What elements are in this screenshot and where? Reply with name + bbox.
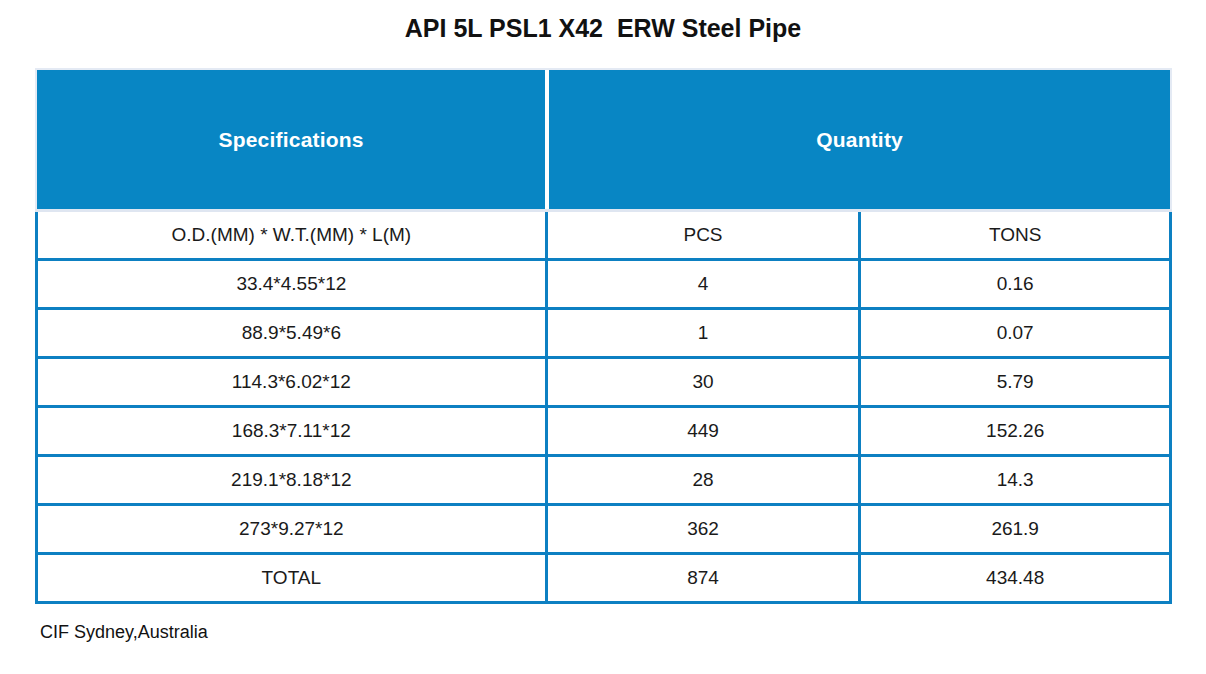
cell-tons: 261.9 <box>861 506 1169 552</box>
cell-pcs: 4 <box>548 261 859 307</box>
cell-pcs: 1 <box>548 310 859 356</box>
cell-pcs: 28 <box>548 457 859 503</box>
total-label: TOTAL <box>38 555 545 601</box>
cell-spec: 168.3*7.11*12 <box>38 408 545 454</box>
cell-pcs: 449 <box>548 408 859 454</box>
column-header-spec: O.D.(MM) * W.T.(MM) * L(M) <box>38 212 545 258</box>
cell-spec: 33.4*4.55*12 <box>38 261 545 307</box>
cell-spec: 273*9.27*12 <box>38 506 545 552</box>
footer-note: CIF Sydney,Australia <box>40 622 208 643</box>
column-header-tons: TONS <box>861 212 1169 258</box>
cell-pcs: 362 <box>548 506 859 552</box>
cell-pcs: 30 <box>548 359 859 405</box>
cell-tons: 0.07 <box>861 310 1169 356</box>
cell-tons: 0.16 <box>861 261 1169 307</box>
cell-spec: 219.1*8.18*12 <box>38 457 545 503</box>
table-header-row: Specifications Quantity <box>35 68 1172 209</box>
total-tons: 434.48 <box>861 555 1169 601</box>
total-pcs: 874 <box>548 555 859 601</box>
table-body: O.D.(MM) * W.T.(MM) * L(M)PCSTONS 33.4*4.… <box>35 212 1172 604</box>
cell-tons: 152.26 <box>861 408 1169 454</box>
cell-spec: 114.3*6.02*12 <box>38 359 545 405</box>
page-title: API 5L PSL1 X42 ERW Steel Pipe <box>0 14 1206 43</box>
pipe-quantity-table: Specifications Quantity O.D.(MM) * W.T.(… <box>35 68 1172 604</box>
header-quantity: Quantity <box>549 70 1170 209</box>
header-specifications: Specifications <box>37 70 545 209</box>
document-page: API 5L PSL1 X42 ERW Steel Pipe Specifica… <box>0 0 1206 674</box>
column-header-pcs: PCS <box>548 212 859 258</box>
cell-tons: 14.3 <box>861 457 1169 503</box>
cell-tons: 5.79 <box>861 359 1169 405</box>
cell-spec: 88.9*5.49*6 <box>38 310 545 356</box>
